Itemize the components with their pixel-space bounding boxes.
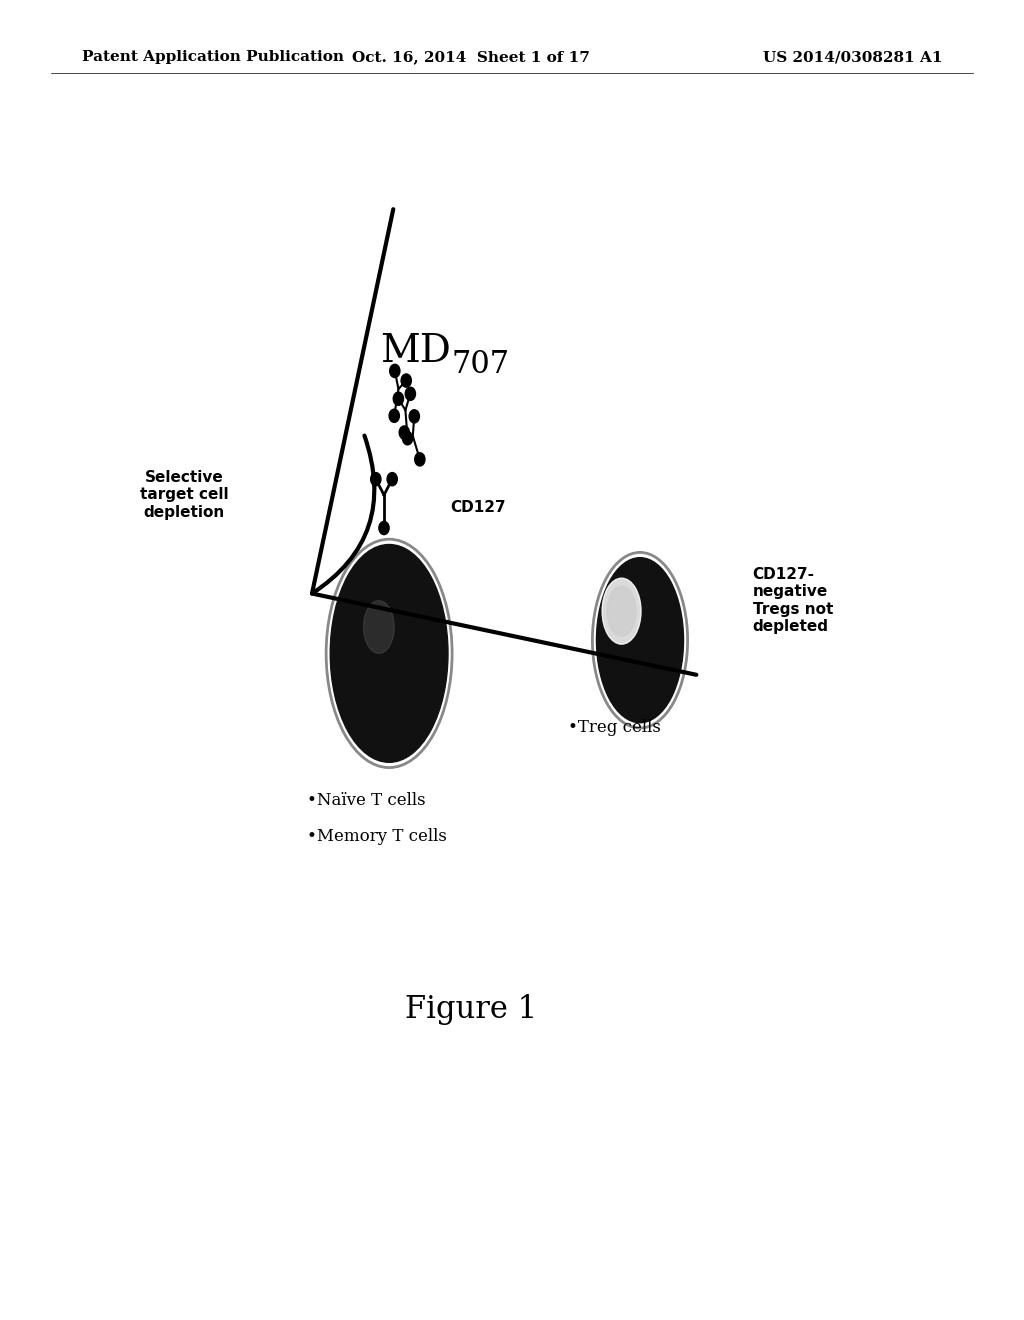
Text: Selective
target cell
depletion: Selective target cell depletion — [140, 470, 228, 520]
Circle shape — [390, 364, 400, 378]
Text: US 2014/0308281 A1: US 2014/0308281 A1 — [763, 50, 942, 65]
Circle shape — [393, 392, 403, 405]
Circle shape — [389, 409, 399, 422]
Circle shape — [406, 387, 416, 400]
Text: MD: MD — [380, 333, 451, 370]
Text: •Memory T cells: •Memory T cells — [307, 828, 447, 845]
Circle shape — [415, 453, 425, 466]
FancyArrowPatch shape — [312, 209, 696, 675]
Circle shape — [371, 473, 381, 486]
Ellipse shape — [596, 557, 684, 722]
Text: Patent Application Publication: Patent Application Publication — [82, 50, 344, 65]
Ellipse shape — [607, 586, 636, 636]
Circle shape — [379, 521, 389, 535]
Text: •Naïve T cells: •Naïve T cells — [307, 792, 426, 809]
Circle shape — [402, 432, 413, 445]
Text: Oct. 16, 2014  Sheet 1 of 17: Oct. 16, 2014 Sheet 1 of 17 — [352, 50, 590, 65]
Text: 707: 707 — [452, 350, 510, 380]
Circle shape — [387, 473, 397, 486]
Circle shape — [399, 426, 410, 440]
Text: •Treg cells: •Treg cells — [568, 719, 662, 737]
Text: CD127: CD127 — [451, 500, 506, 515]
Ellipse shape — [330, 544, 449, 762]
Circle shape — [410, 409, 420, 422]
Circle shape — [401, 374, 412, 387]
Ellipse shape — [364, 601, 394, 653]
Ellipse shape — [602, 578, 641, 644]
Text: CD127-
negative
Tregs not
depleted: CD127- negative Tregs not depleted — [753, 568, 833, 634]
Text: Figure 1: Figure 1 — [404, 994, 538, 1026]
